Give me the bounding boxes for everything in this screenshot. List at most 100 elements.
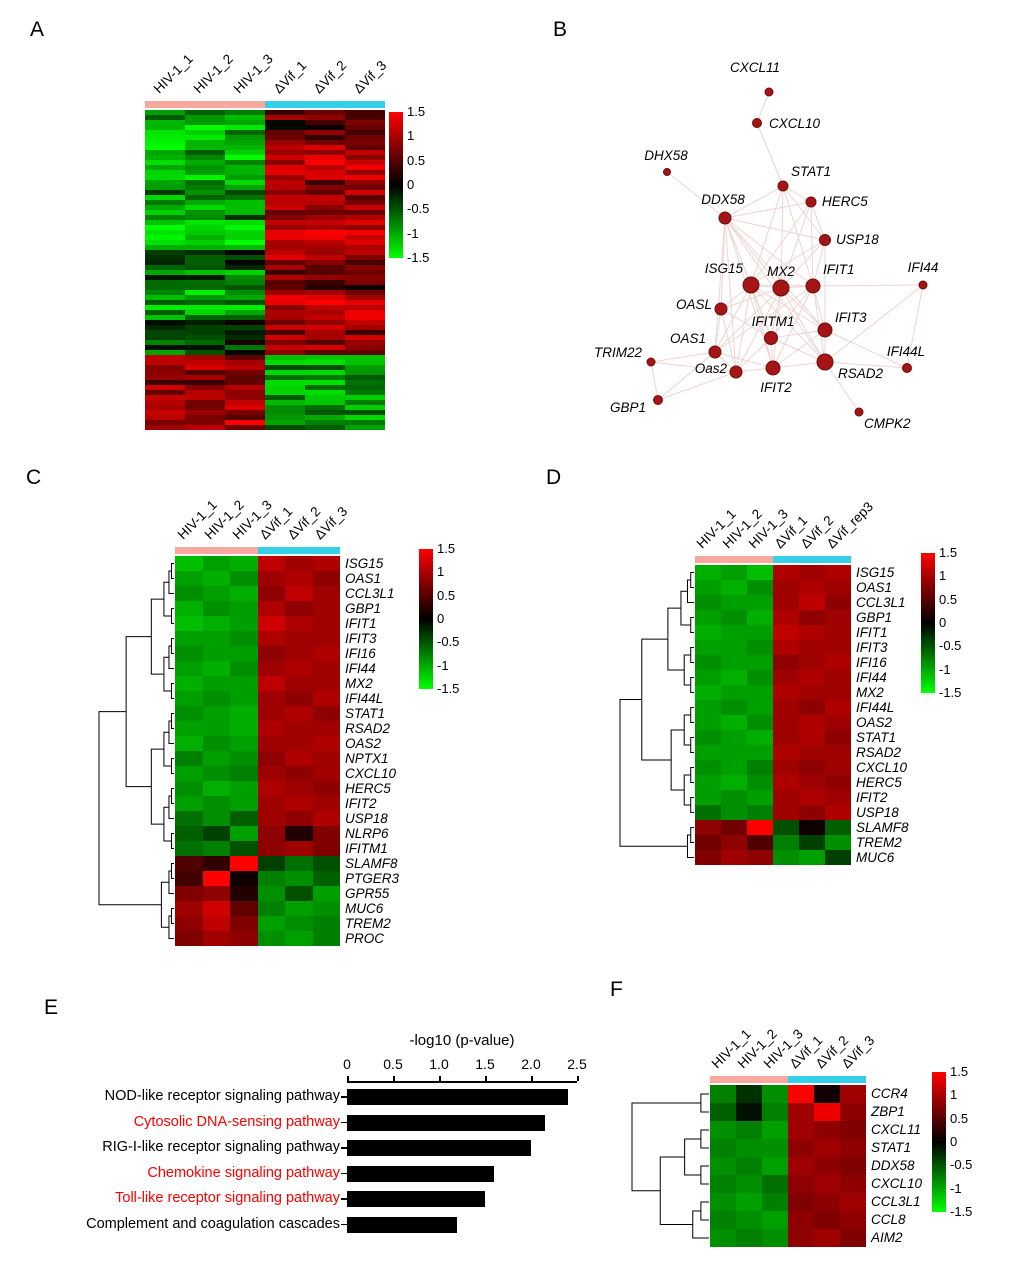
network-edge (810, 201, 814, 287)
heatmap-cell (175, 736, 203, 751)
heatmap-cell (265, 295, 305, 300)
heatmap-cell (225, 400, 265, 405)
bar-axis-line (347, 1081, 577, 1083)
network-edge (750, 284, 774, 369)
heatmap-cell (175, 871, 203, 886)
heatmap-cell (285, 631, 313, 646)
heatmap-cell (285, 766, 313, 781)
heatmap-cell (305, 135, 345, 140)
heatmap-cell (305, 425, 345, 430)
dendrogram-lines (631, 1093, 709, 1239)
heatmap-cell (773, 640, 799, 655)
heatmap-cell (305, 175, 345, 180)
heatmap-cell (202, 796, 230, 811)
heatmap-cell (265, 390, 305, 395)
column-group-bar-hiv (695, 556, 773, 563)
heatmap-cell (788, 1211, 814, 1229)
heatmap-cell (285, 841, 313, 856)
bar-category-tick (341, 1198, 347, 1200)
heatmap-cell (225, 190, 265, 195)
heatmap-cell (695, 655, 721, 670)
heatmap-cell (762, 1103, 788, 1121)
network-node-label: GBP1 (610, 400, 646, 415)
network-node-label: HERC5 (822, 194, 868, 209)
heatmap-cell (175, 856, 203, 871)
heatmap-cell (788, 1157, 814, 1175)
network-edge (714, 285, 814, 353)
heatmap-cell (145, 395, 185, 400)
network-node-label: TRIM22 (594, 345, 643, 360)
heatmap-cell (312, 886, 340, 901)
heatmap-cell (225, 420, 265, 425)
heatmap-cell (230, 901, 258, 916)
colorbar-tick-label: 1.5 (407, 104, 426, 119)
heatmap-cell (305, 320, 345, 325)
bar (347, 1140, 531, 1156)
heatmap-cell (312, 661, 340, 676)
heatmap-cell (265, 250, 305, 255)
bar-category-label: Complement and coagulation cascades (86, 1215, 340, 1232)
colorbar-tick-label: -1 (939, 661, 951, 677)
heatmap-cell (257, 646, 285, 661)
heatmap-cell (257, 796, 285, 811)
heatmap-cell (225, 145, 265, 150)
heatmap-cell (345, 240, 385, 245)
network-edge (724, 217, 814, 287)
heatmap-cell (257, 781, 285, 796)
heatmap-cell (145, 340, 185, 345)
heatmap-cell (225, 255, 265, 260)
network-node-label: IFIT3 (835, 310, 867, 325)
heatmap-cell (695, 640, 721, 655)
heatmap-cell (305, 280, 345, 285)
network-node (742, 276, 760, 294)
heatmap-cell (185, 295, 225, 300)
heatmap-cell (175, 841, 203, 856)
gene-label: HERC5 (856, 774, 902, 790)
network-node (805, 196, 817, 208)
bar (347, 1191, 485, 1207)
colorbar (389, 112, 403, 258)
heatmap-cell (345, 210, 385, 215)
heatmap-cell (145, 295, 185, 300)
heatmap-cell (312, 691, 340, 706)
panel-c-label: C (26, 466, 42, 489)
heatmap-cell (312, 631, 340, 646)
heatmap-cell (840, 1085, 866, 1103)
heatmap-cell (185, 230, 225, 235)
heatmap-cell (145, 375, 185, 380)
heatmap-cell (345, 370, 385, 375)
heatmap-cell (825, 715, 851, 730)
heatmap-cell (345, 390, 385, 395)
heatmap-cell (305, 140, 345, 145)
network-edge (756, 91, 770, 124)
heatmap-cell (265, 325, 305, 330)
heatmap-cell (305, 410, 345, 415)
heatmap-cell (736, 1121, 762, 1139)
heatmap-cell (736, 1229, 762, 1247)
gene-label: MX2 (856, 684, 884, 700)
heatmap-cell (185, 420, 225, 425)
network-edge (750, 239, 826, 286)
heatmap-cell (345, 205, 385, 210)
gene-label: NPTX1 (345, 750, 389, 766)
heatmap-cell (145, 230, 185, 235)
heatmap-cell (225, 125, 265, 130)
heatmap-cell (285, 751, 313, 766)
heatmap-cell (736, 1103, 762, 1121)
heatmap-cell (257, 661, 285, 676)
heatmap-cell (345, 130, 385, 135)
heatmap-cell (312, 826, 340, 841)
heatmap-cell (230, 631, 258, 646)
heatmap-cell (747, 715, 773, 730)
colorbar-tick-label: 0 (939, 615, 947, 630)
bar-axis-tick (485, 1076, 487, 1081)
heatmap-cell (345, 175, 385, 180)
heatmap-cell (265, 320, 305, 325)
heatmap-cell (145, 215, 185, 220)
heatmap-cell (225, 215, 265, 220)
heatmap-cell (747, 790, 773, 805)
heatmap-cell (202, 556, 230, 571)
gene-label: IFI44L (345, 690, 384, 706)
heatmap-cell (145, 270, 185, 275)
heatmap-cell (145, 290, 185, 295)
